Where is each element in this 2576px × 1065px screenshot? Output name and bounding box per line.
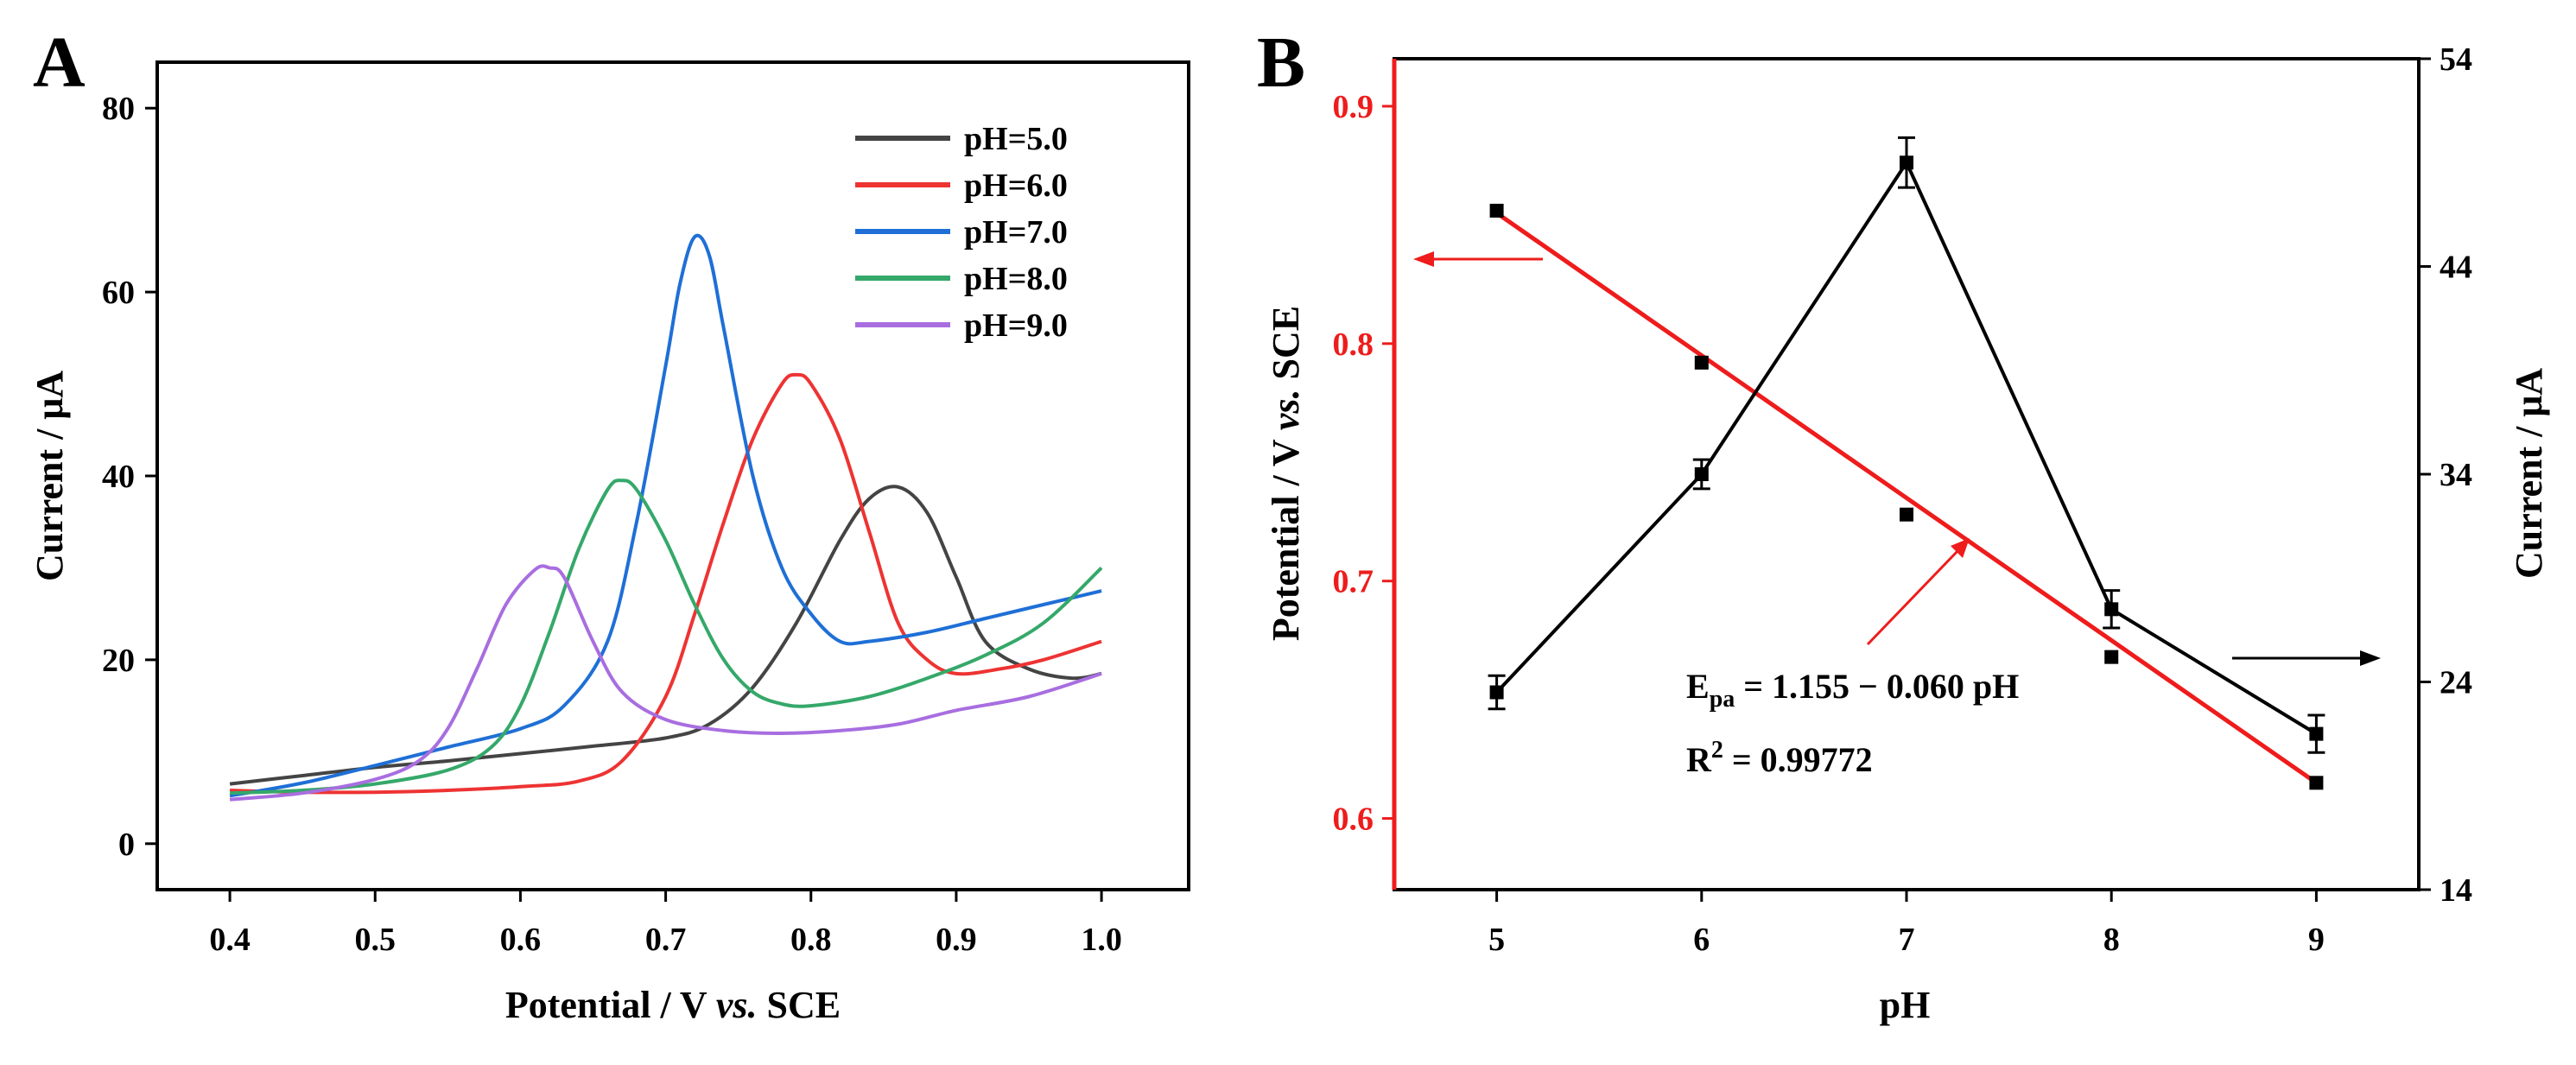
panel-a-x-tick-label: 0.8	[790, 922, 832, 958]
panel-b-left-y-label-main: Potential / V	[1265, 430, 1307, 641]
series-line-pH=7.0	[229, 233, 1102, 798]
panel-a-x-axis: 0.4 0.5 0.6 0.7 0.8 0.9 1.0	[209, 890, 1122, 958]
current-point	[2309, 726, 2324, 741]
panel-a-y-tick-label: 40	[102, 459, 135, 495]
panel-a-y-tick-label: 60	[102, 275, 135, 311]
panel-a-x-tick-label: 0.4	[209, 922, 251, 958]
panel-b-x-tick-label: 8	[2103, 922, 2120, 958]
panel-a-x-tick-label: 0.7	[645, 922, 687, 958]
legend-label-pH=9.0: pH=9.0	[964, 307, 1068, 344]
panel-b-left-tick-label: 0.6	[1333, 802, 1374, 838]
panel-b-left-tick-label: 0.8	[1333, 326, 1374, 363]
panel-b-right-tick-label: 24	[2440, 665, 2472, 701]
panel-a-legend: pH=5.0 pH=6.0 pH=7.0 pH=8.0 pH=9.0	[855, 121, 1068, 344]
panel-b-right-tick-label: 34	[2440, 457, 2472, 493]
panel-a-x-label-italic: vs.	[716, 984, 758, 1026]
potential-point	[1900, 507, 1913, 522]
panel-a-x-tick-label: 0.6	[500, 922, 542, 958]
panel-b-right-y-label: Current / μA	[2508, 368, 2550, 579]
current-point	[2104, 602, 2119, 617]
fit-arrowhead	[1951, 538, 1970, 558]
series-line-pH=5.0	[229, 485, 1102, 786]
panel-a-y-tick-label: 20	[102, 643, 135, 679]
panel-a-y-tick-label: 0	[118, 827, 135, 863]
fit-equation-sub: pa	[1710, 686, 1735, 713]
fit-equation-tail: = 1.155 − 0.060 pH	[1735, 667, 2019, 706]
panel-b-x-axis: 5 6 7 8 9	[1488, 890, 2325, 958]
right-axis-arrowhead	[2360, 650, 2381, 666]
panel-b-left-y-label: Potential / V vs. SCE	[1265, 306, 1307, 641]
panel-b-right-axis: 14 24 34 44 54	[2419, 41, 2472, 909]
panel-b-arrows	[1413, 251, 2381, 666]
panel-b-x-label: pH	[1880, 984, 1931, 1026]
panel-b-series	[1488, 136, 2325, 790]
panel-a-x-tick-label: 0.5	[355, 922, 397, 958]
fit-equation-main: E	[1686, 667, 1710, 706]
panel-a-x-label: Potential / V vs. SCE	[505, 984, 841, 1026]
series-line-pH=8.0	[230, 479, 1103, 796]
panel-a-y-axis: 0 20 40 60 80	[102, 91, 157, 863]
potential-point	[2309, 776, 2324, 790]
panel-b-x-tick-label: 6	[1693, 922, 1710, 958]
fit-r2-sup: 2	[1711, 737, 1723, 764]
current-point	[1489, 685, 1504, 700]
legend-label-pH=8.0: pH=8.0	[964, 261, 1068, 297]
fit-arrow	[1866, 548, 1961, 646]
panel-a-label: A	[33, 22, 86, 103]
legend-label-pH=6.0: pH=6.0	[964, 168, 1068, 204]
fit-r2-tail: = 0.99772	[1723, 740, 1873, 779]
fit-equation: Epa = 1.155 − 0.060 pH	[1686, 667, 2019, 713]
panel-a-x-tick-label: 0.9	[936, 922, 977, 958]
fit-r2-main: R	[1686, 740, 1712, 779]
panel-b-left-y-label-italic: vs.	[1265, 389, 1307, 430]
legend-label-pH=7.0: pH=7.0	[964, 214, 1068, 250]
panel-a: A 0 20 40 60 80 0.4 0.5 0.6 0.7 0.8 0.9 1.0 pH=5.0…	[29, 22, 1190, 1026]
panel-b-right-tick-label: 54	[2440, 41, 2472, 78]
potential-point	[2104, 650, 2119, 664]
panel-a-x-label-main: Potential / V	[505, 984, 716, 1026]
panel-b-right-tick-label: 44	[2440, 250, 2472, 286]
current-line	[1495, 159, 2318, 736]
panel-b-x-tick-label: 5	[1488, 922, 1505, 958]
panel-b-left-axis: 0.6 0.7 0.8 0.9	[1333, 89, 1394, 838]
panel-a-y-label: Current / μA	[29, 371, 71, 581]
potential-point	[1489, 203, 1504, 218]
panel-a-series	[229, 233, 1103, 802]
current-point	[1694, 467, 1709, 481]
left-axis-arrowhead	[1413, 251, 1434, 267]
panel-b-left-y-label-tail: SCE	[1265, 306, 1307, 390]
panel-b-right-tick-label: 14	[2440, 872, 2472, 909]
series-line-pH=6.0	[230, 372, 1102, 795]
panel-a-x-tick-label: 1.0	[1081, 922, 1122, 958]
potential-point	[1694, 355, 1709, 370]
fit-r2: R2 = 0.99772	[1686, 737, 1873, 779]
panel-b-x-tick-label: 7	[1899, 922, 1915, 958]
legend-label-pH=5.0: pH=5.0	[964, 121, 1068, 157]
panel-a-x-label-tail: SCE	[758, 984, 841, 1026]
panel-b-left-tick-label: 0.7	[1333, 564, 1374, 600]
current-point	[1900, 155, 1913, 170]
panel-b-label: B	[1257, 22, 1305, 103]
panel-a-y-tick-label: 80	[102, 91, 135, 127]
panel-b-left-tick-label: 0.9	[1333, 89, 1374, 125]
potential-fit-line	[1495, 211, 2318, 785]
series-line-pH=9.0	[229, 564, 1102, 802]
panel-b-x-tick-label: 9	[2308, 922, 2325, 958]
panel-b: B 0.6 0.7 0.8 0.9 14 24 34 44 54 5 6 7 8 9 Epa = 1.…	[1257, 22, 2550, 1026]
